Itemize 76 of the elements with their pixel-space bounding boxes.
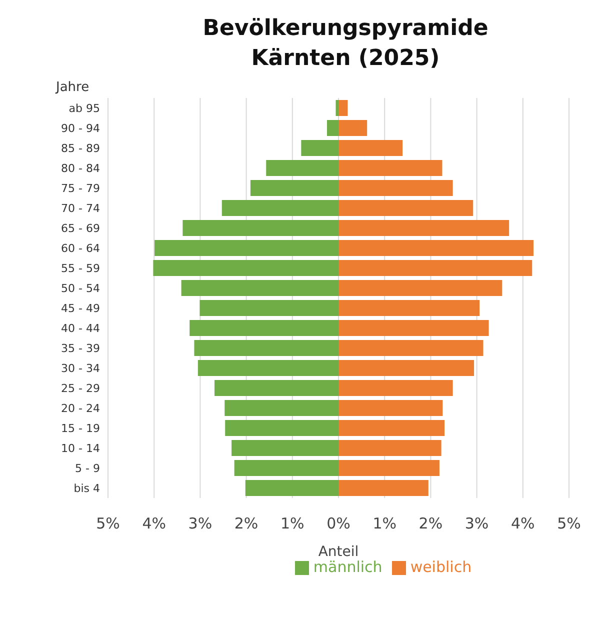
bar [153, 260, 338, 276]
x-axis-title: Anteil [318, 544, 359, 560]
x-tick-label: 0% [326, 514, 350, 533]
bar [338, 280, 502, 296]
y-tick-label: 85 - 89 [61, 142, 100, 155]
bar [338, 160, 442, 176]
bar [338, 120, 368, 136]
bar [338, 140, 403, 156]
x-tick-label: 5% [96, 514, 120, 533]
x-tick-label: 1% [372, 514, 396, 533]
y-tick-label: 15 - 19 [61, 422, 100, 435]
bar [154, 240, 338, 256]
x-tick-label: 3% [188, 514, 212, 533]
bar [182, 220, 338, 236]
bar [338, 180, 453, 196]
y-tick-label: 30 - 34 [61, 362, 100, 375]
y-tick-label: 40 - 44 [61, 322, 100, 335]
bar [245, 480, 338, 496]
y-tick-label: 25 - 29 [61, 382, 100, 395]
y-tick-label: 55 - 59 [61, 262, 100, 275]
y-tick-label: ab 95 [68, 102, 100, 115]
bar [200, 300, 338, 316]
y-tick-label: 65 - 69 [61, 222, 100, 235]
bar [338, 460, 440, 476]
y-tick-label: 90 - 94 [61, 122, 100, 135]
bar [338, 360, 474, 376]
y-axis-title: Jahre [56, 80, 90, 96]
bar [338, 440, 442, 456]
bar [194, 340, 338, 356]
bar [338, 200, 474, 216]
bar [336, 100, 338, 116]
bar [338, 320, 489, 336]
bar [338, 220, 510, 236]
y-tick-label: 60 - 64 [61, 242, 100, 255]
y-tick-label: bis 4 [74, 482, 100, 495]
y-tick-label: 20 - 24 [61, 402, 100, 415]
bar [338, 300, 480, 316]
bar [326, 120, 338, 136]
bar [338, 340, 484, 356]
x-tick-label: 2% [418, 514, 443, 533]
x-tick-label: 2% [234, 514, 258, 533]
y-tick-label: 35 - 39 [61, 342, 100, 355]
bar [338, 400, 443, 416]
bar [234, 460, 338, 476]
bar [214, 380, 338, 396]
x-tick-label: 1% [280, 514, 304, 533]
bar [338, 100, 348, 116]
x-tick-label: 4% [142, 514, 166, 533]
bar [250, 180, 338, 196]
y-tick-label: 5 - 9 [75, 462, 100, 475]
bar [198, 360, 338, 376]
bar [338, 380, 453, 396]
bar [338, 260, 532, 276]
x-tick-label: 5% [557, 514, 581, 533]
bar [266, 160, 338, 176]
bar [181, 280, 338, 296]
bar [225, 420, 338, 436]
bar [338, 240, 534, 256]
y-tick-label: 50 - 54 [61, 282, 100, 295]
legend-label: männlich [313, 558, 382, 576]
chart-title: Bevölkerungspyramide Kärnten (2025) [202, 15, 490, 73]
y-tick-label: 80 - 84 [61, 162, 100, 175]
y-tick-label: 70 - 74 [61, 202, 100, 215]
bar [301, 140, 338, 156]
x-tick-label: 3% [464, 514, 489, 533]
y-tick-label: 75 - 79 [61, 182, 100, 195]
bar [338, 420, 445, 436]
legend-label: weiblich [410, 558, 472, 576]
bar [232, 440, 338, 456]
x-tick-label: 4% [511, 514, 535, 533]
bar [190, 320, 338, 336]
y-tick-label: 45 - 49 [61, 302, 100, 315]
bar [338, 480, 428, 496]
y-tick-label: 10 - 14 [61, 442, 100, 455]
bar [224, 400, 338, 416]
bar [222, 200, 338, 216]
